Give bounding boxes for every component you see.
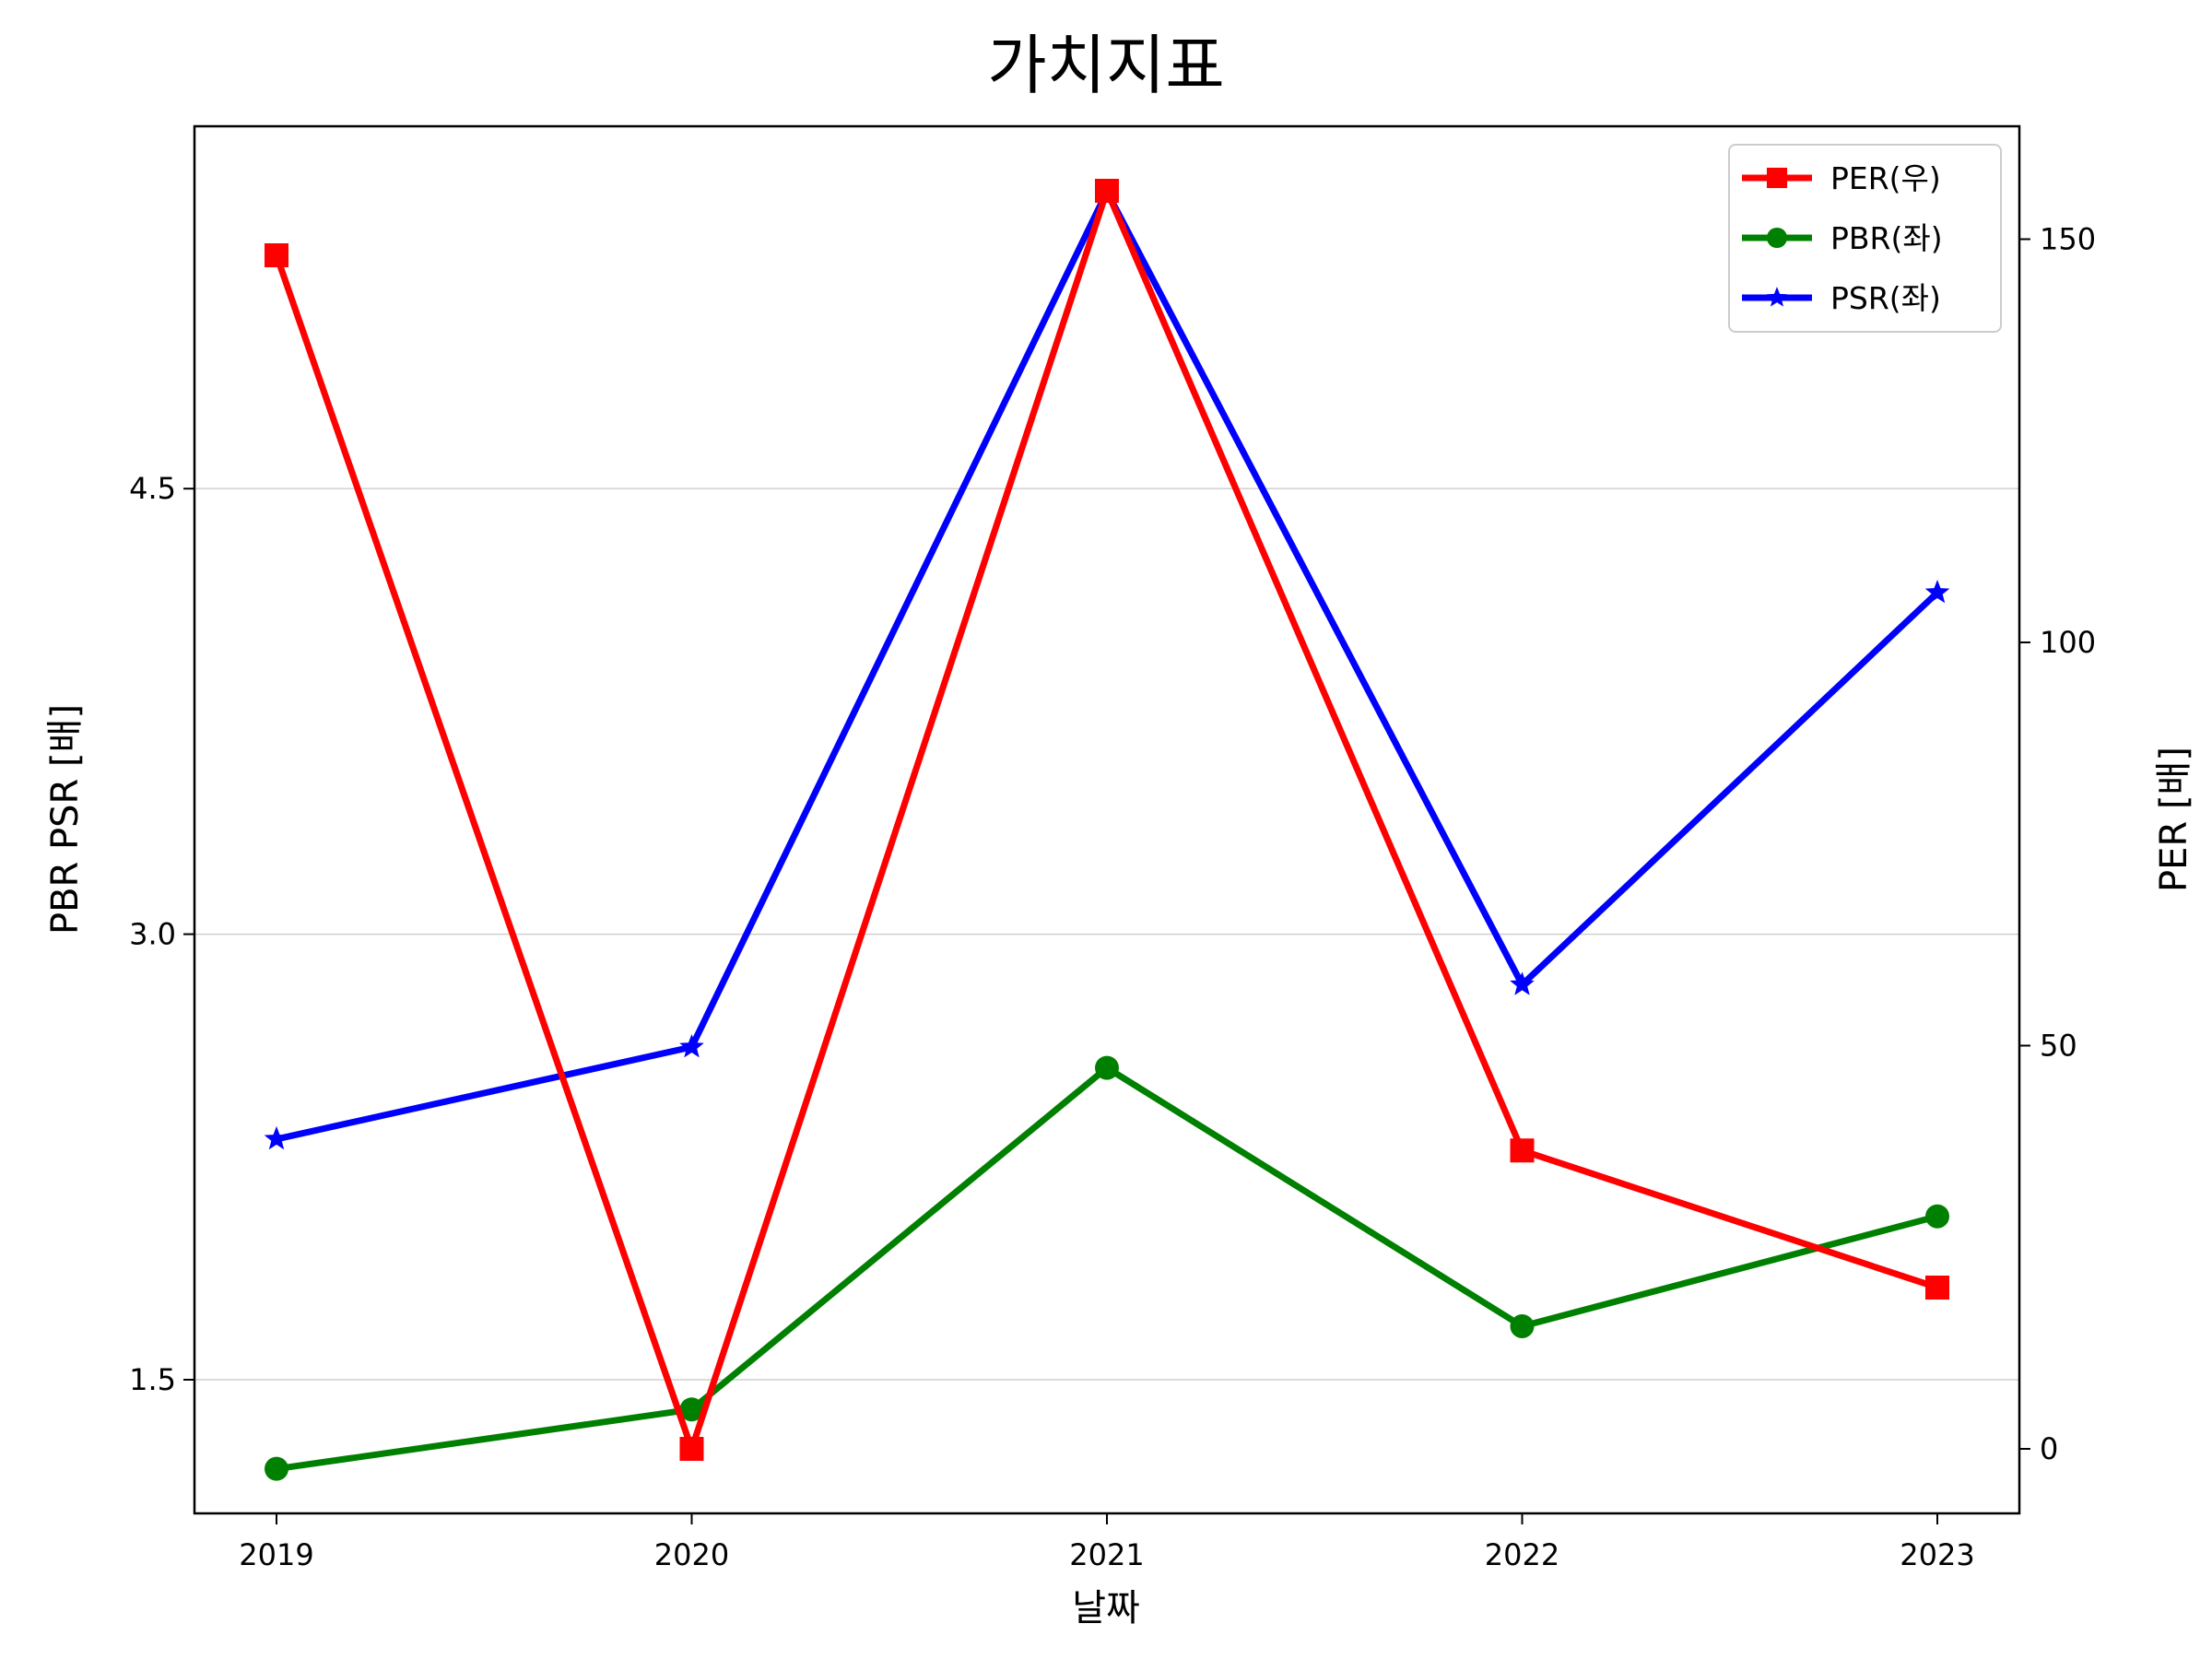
y-right-tick-label: 150	[2040, 222, 2096, 257]
legend: PER(우) PBR(좌) PSR(좌)	[1728, 144, 2002, 333]
data-point	[1510, 1313, 1535, 1338]
data-point	[265, 1456, 288, 1481]
legend-marker	[1766, 167, 1788, 189]
data-point	[264, 1125, 289, 1150]
y-axis-left: 1.5 3.0 4.5	[129, 471, 194, 1397]
data-point	[1924, 580, 1950, 604]
legend-label: PSR(좌)	[1830, 280, 1941, 316]
x-axis-label: 날짜	[1072, 1587, 1140, 1630]
x-axis: 2019 2020 2021 2022 2023	[239, 1513, 1975, 1572]
data-point	[1925, 1204, 1949, 1229]
series-square	[265, 179, 1949, 1461]
y-right-tick-label: 50	[2040, 1029, 2077, 1064]
y-left-tick-label: 3.0	[129, 917, 176, 952]
x-tick-label: 2023	[1900, 1537, 1974, 1572]
x-tick-label: 2019	[239, 1537, 313, 1572]
data-point	[265, 243, 288, 267]
data-point	[679, 1397, 704, 1422]
legend-item: PBR(좌)	[1742, 220, 1943, 256]
y-left-tick-label: 4.5	[129, 471, 176, 506]
data-point	[1095, 1055, 1119, 1080]
data-point	[1510, 971, 1535, 995]
y-left-tick-label: 1.5	[129, 1362, 176, 1397]
legend-box	[1728, 144, 2002, 333]
legend-label: PBR(좌)	[1830, 220, 1943, 256]
legend-item: PSR(좌)	[1742, 280, 1941, 316]
x-tick-label: 2021	[1069, 1537, 1144, 1572]
y-right-tick-label: 100	[2040, 625, 2096, 660]
legend-item: PER(우)	[1742, 160, 1941, 196]
series-circle	[265, 1055, 1949, 1481]
chart-title: 가치지표	[987, 28, 1225, 103]
data-point	[1510, 1138, 1535, 1163]
gridlines	[194, 488, 2019, 1381]
legend-marker	[1766, 227, 1788, 249]
legend-label: PER(우)	[1830, 160, 1941, 196]
data-point	[1095, 179, 1119, 203]
x-tick-label: 2022	[1485, 1537, 1559, 1572]
series-layer	[264, 178, 1950, 1481]
y-axis-right-label: PER [배]	[2153, 747, 2195, 892]
y-axis-left-label: PBR PSR [배]	[44, 704, 87, 935]
y-right-tick-label: 0	[2040, 1431, 2058, 1466]
x-tick-label: 2020	[654, 1537, 729, 1572]
data-point	[679, 1034, 704, 1058]
y-axis-right: 0 50 100 150	[2019, 222, 2096, 1466]
data-point	[679, 1437, 704, 1461]
legend-marker	[1766, 287, 1788, 307]
data-point	[1925, 1276, 1949, 1300]
